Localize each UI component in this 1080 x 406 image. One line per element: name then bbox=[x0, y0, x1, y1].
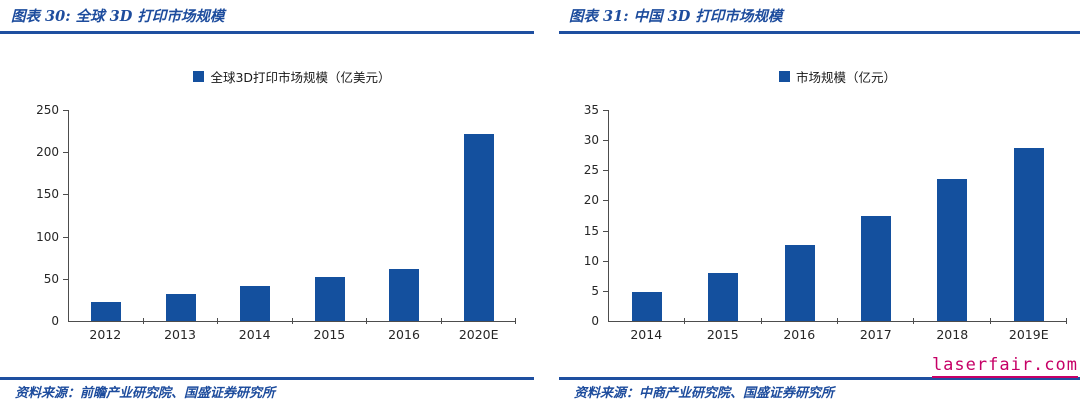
x-axis-tick-label: 2016 bbox=[783, 327, 816, 342]
y-axis-tick-label: 35 bbox=[583, 103, 599, 117]
bar-2019E bbox=[1013, 147, 1044, 321]
bar-2018 bbox=[937, 179, 968, 321]
bar-series bbox=[609, 110, 1067, 324]
figure-title: 图表 31: 中国 3D 打印市场规模 bbox=[569, 8, 783, 25]
category-slot bbox=[838, 110, 915, 324]
y-axis-tick bbox=[603, 140, 608, 142]
y-axis-tick-label: 25 bbox=[583, 163, 599, 178]
x-axis-tick bbox=[440, 318, 442, 324]
source-note: 资料来源：中商产业研究院、国盛证券研究所 bbox=[574, 386, 835, 401]
source-rule bbox=[0, 377, 534, 380]
legend-swatch-icon bbox=[778, 71, 790, 82]
plot-area: 0 50 100 150 200 250 bbox=[36, 103, 516, 328]
x-axis-tick bbox=[913, 318, 915, 324]
y-axis-tick bbox=[603, 110, 608, 111]
title-rule bbox=[0, 31, 534, 34]
plot-area: 0 5 10 15 20 25 30 35 bbox=[584, 103, 1067, 328]
x-axis-labels: 2012 2013 2014 2015 2016 2020E bbox=[68, 327, 516, 342]
x-axis-tick bbox=[291, 318, 293, 324]
y-axis-tick-label: 5 bbox=[591, 283, 599, 298]
figure-30-panel: 图表 30: 全球 3D 打印市场规模 全球3D打印市场规模（亿美元） 0 50 1… bbox=[0, 0, 534, 406]
category-slot bbox=[293, 110, 367, 324]
y-axis-tick-label: 200 bbox=[36, 145, 59, 160]
legend-label: 全球3D打印市场规模（亿美元） bbox=[210, 70, 391, 85]
y-axis-tick-label: 0 bbox=[51, 314, 59, 328]
bar-2017 bbox=[861, 215, 892, 321]
y-axis-tick-label: 50 bbox=[43, 271, 59, 286]
y-axis-tick-label: 150 bbox=[36, 187, 59, 202]
category-slot bbox=[144, 110, 218, 324]
x-axis-tick-label: 2017 bbox=[859, 327, 892, 342]
category-slot bbox=[609, 110, 686, 324]
figure-31-panel: 图表 31: 中国 3D 打印市场规模 市场规模（亿元） 0 5 10 15 20 25 3… bbox=[559, 0, 1080, 406]
source-rule bbox=[559, 377, 1080, 380]
y-axis-tick bbox=[603, 230, 608, 232]
x-axis-tick-label: 2016 bbox=[388, 327, 420, 342]
y-axis-tick-label: 250 bbox=[36, 103, 59, 117]
category-slot bbox=[762, 110, 838, 324]
bar-series bbox=[69, 110, 516, 324]
bar-2014 bbox=[240, 286, 271, 321]
x-axis-tick bbox=[760, 318, 762, 324]
category-slot bbox=[914, 110, 991, 324]
y-axis-tick-label: 10 bbox=[583, 253, 599, 268]
bar-2015 bbox=[708, 272, 739, 321]
bar-2016 bbox=[784, 245, 815, 321]
source-note: 资料来源：前瞻产业研究院、国盛证券研究所 bbox=[15, 386, 276, 401]
x-axis-tick bbox=[515, 318, 516, 324]
x-axis-tick-label: 2019E bbox=[1008, 327, 1049, 342]
y-axis-tick-label: 100 bbox=[36, 229, 59, 244]
chart-legend: 全球3D打印市场规模（亿美元） bbox=[68, 67, 516, 86]
x-axis-tick-label: 2015 bbox=[313, 327, 346, 342]
y-axis-tick bbox=[63, 152, 68, 154]
x-axis-labels: 2014 2015 2016 2017 2018 2019E bbox=[608, 327, 1067, 342]
y-axis-tick-label: 0 bbox=[591, 314, 599, 328]
x-axis-tick-label: 2015 bbox=[706, 327, 739, 342]
bar-2012 bbox=[91, 301, 122, 321]
x-axis-tick bbox=[217, 318, 218, 324]
category-slot bbox=[991, 110, 1067, 324]
bar-2013 bbox=[165, 294, 196, 321]
x-axis-tick bbox=[1065, 318, 1067, 324]
bar-2020E bbox=[463, 133, 494, 321]
bar-2014 bbox=[632, 292, 663, 321]
y-axis-tick bbox=[603, 290, 608, 292]
bar-2016 bbox=[389, 268, 420, 321]
y-axis-tick bbox=[63, 194, 68, 196]
category-slot bbox=[69, 110, 144, 324]
watermark-link[interactable]: laserfair.com bbox=[931, 355, 1078, 378]
x-axis-tick bbox=[142, 318, 144, 324]
x-axis-tick-label: 2018 bbox=[936, 327, 969, 342]
title-rule bbox=[559, 31, 1080, 34]
category-slot bbox=[218, 110, 293, 324]
bar-2015 bbox=[314, 277, 345, 321]
y-axis-tick-label: 20 bbox=[583, 193, 599, 208]
figure-title: 图表 30: 全球 3D 打印市场规模 bbox=[11, 8, 225, 25]
legend-swatch-icon bbox=[193, 71, 205, 82]
y-axis-tick bbox=[63, 278, 68, 280]
y-axis-tick bbox=[603, 260, 608, 262]
y-axis-tick bbox=[603, 170, 608, 172]
x-axis-tick-label: 2013 bbox=[164, 327, 196, 342]
x-axis-tick bbox=[366, 318, 367, 324]
category-slot bbox=[367, 110, 442, 324]
category-slot bbox=[685, 110, 762, 324]
x-axis-tick bbox=[989, 318, 991, 324]
legend-label: 市场规模（亿元） bbox=[795, 70, 896, 85]
y-axis-tick bbox=[63, 236, 68, 238]
category-slot bbox=[442, 110, 516, 324]
x-axis-tick-label: 2012 bbox=[89, 327, 122, 342]
x-axis-tick-label: 2014 bbox=[630, 327, 663, 342]
x-axis-tick bbox=[836, 318, 838, 324]
y-axis-tick-label: 30 bbox=[583, 133, 599, 148]
x-axis-tick bbox=[684, 318, 686, 324]
y-axis-tick bbox=[63, 110, 68, 111]
x-axis-tick-label: 2014 bbox=[238, 327, 271, 342]
x-axis-tick-label: 2020E bbox=[458, 327, 499, 342]
y-axis-tick-label: 15 bbox=[583, 223, 599, 238]
y-axis-tick bbox=[603, 200, 608, 202]
chart-legend: 市场规模（亿元） bbox=[608, 67, 1067, 86]
